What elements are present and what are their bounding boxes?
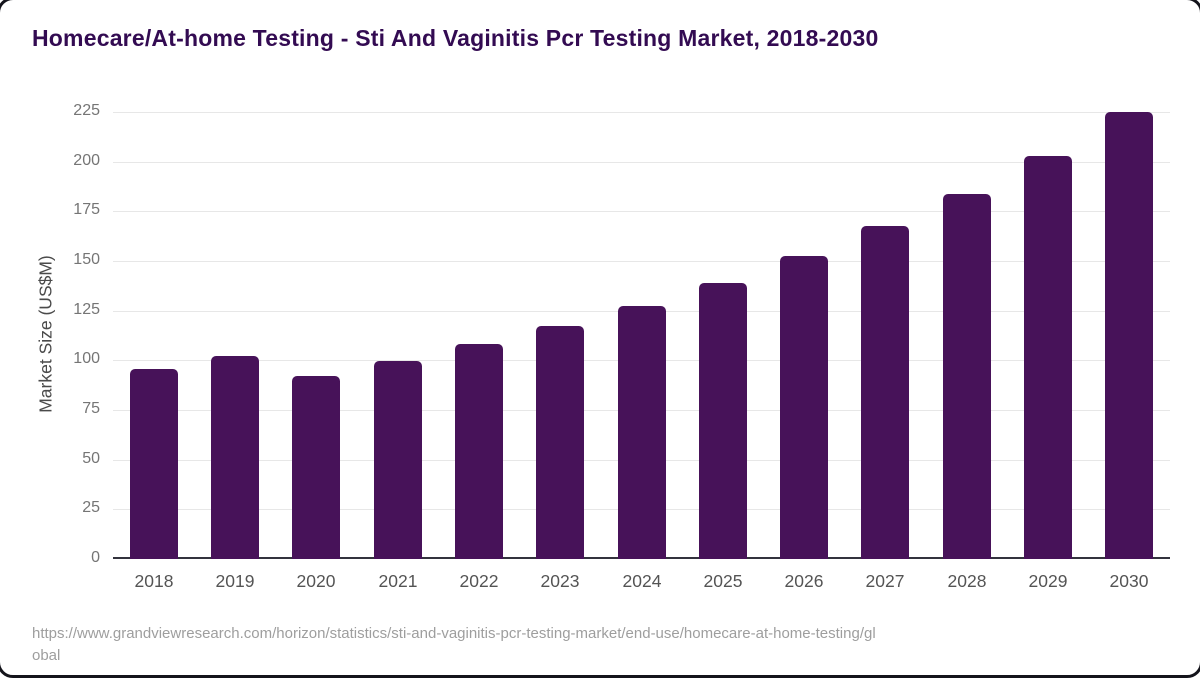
gridline-150 [113,261,1170,262]
gridline-175 [113,211,1170,212]
x-tick-label-2023: 2023 [540,571,580,591]
y-tick-label-225: 225 [73,102,100,119]
y-tick-label-100: 100 [73,350,100,367]
bar-2028 [943,194,991,559]
bar-2023 [536,326,584,559]
gridline-200 [113,162,1170,163]
x-tick-label-2026: 2026 [784,571,824,591]
y-tick-label-175: 175 [73,201,100,218]
x-tick-label-2018: 2018 [134,571,174,591]
bar-2022 [455,344,503,559]
gridline-225 [113,112,1170,113]
bar-2021 [374,361,422,559]
bar-2029 [1024,156,1072,559]
x-tick-label-2021: 2021 [378,571,418,591]
bar-2030 [1105,112,1153,559]
bar-2025 [699,283,747,559]
y-tick-label-125: 125 [73,301,100,318]
x-tick-label-2027: 2027 [865,571,905,591]
source-url: https://www.grandviewresearch.com/horizo… [32,623,1172,667]
bar-2024 [618,306,666,559]
y-axis-label: Market Size (US$M) [35,255,56,413]
chart-title: Homecare/At-home Testing - Sti And Vagin… [32,25,879,51]
y-tick-label-0: 0 [91,549,100,566]
bar-2027 [861,226,909,559]
x-tick-label-2028: 2028 [947,571,987,591]
x-tick-label-2022: 2022 [459,571,499,591]
y-tick-label-75: 75 [82,400,100,417]
x-tick-label-2029: 2029 [1028,571,1068,591]
bar-2020 [292,376,340,559]
bar-2018 [130,369,178,559]
source-url-line1: https://www.grandviewresearch.com/horizo… [32,625,876,642]
x-tick-label-2020: 2020 [296,571,336,591]
y-tick-label-25: 25 [82,499,100,516]
x-tick-label-2024: 2024 [622,571,662,591]
y-tick-label-150: 150 [73,251,100,268]
y-tick-label-50: 50 [82,450,100,467]
bar-2026 [780,256,828,559]
source-url-line2: obal [32,647,61,664]
x-tick-label-2030: 2030 [1109,571,1149,591]
x-tick-label-2019: 2019 [215,571,255,591]
x-tick-label-2025: 2025 [703,571,743,591]
bar-2019 [211,356,259,559]
y-tick-label-200: 200 [73,152,100,169]
